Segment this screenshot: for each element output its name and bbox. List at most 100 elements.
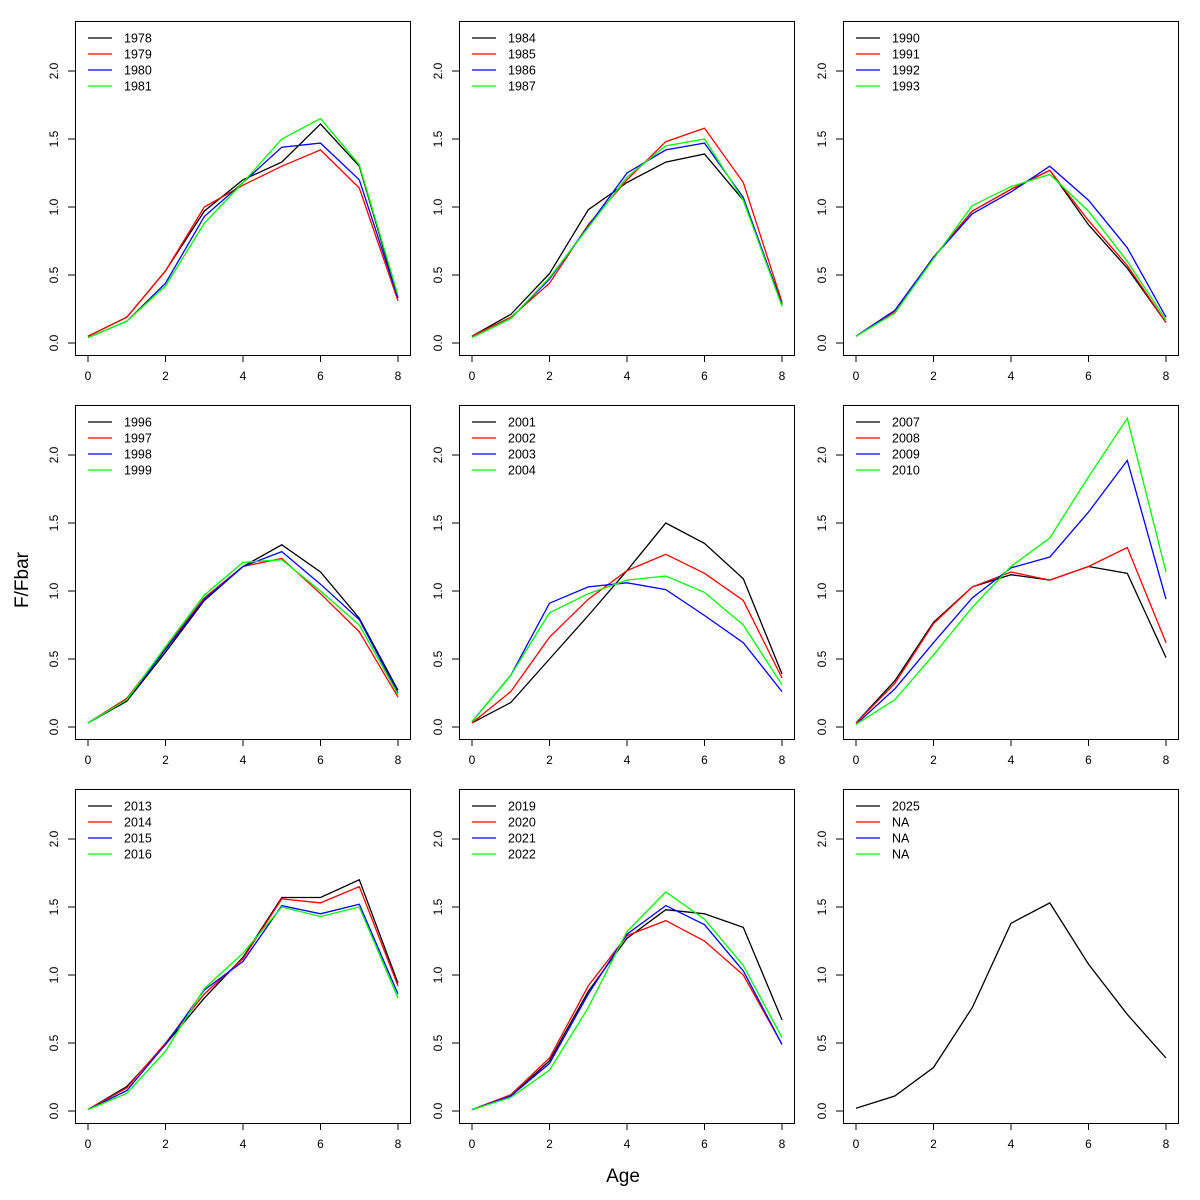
y-tick-label: 2.0: [815, 446, 829, 463]
legend-label: 2025: [892, 800, 920, 814]
y-tick-label: 2.0: [47, 62, 61, 79]
series-line-1985: [471, 127, 783, 337]
x-tick-label: 8: [1163, 1137, 1170, 1151]
x-tick-label: 6: [317, 753, 324, 767]
legend-label: 2004: [508, 464, 536, 478]
x-tick-label: 0: [85, 753, 92, 767]
x-tick-label: 4: [624, 369, 631, 383]
y-tick-label: 0.5: [815, 266, 829, 283]
series-line-1997: [87, 557, 399, 724]
legend-label: 2022: [508, 848, 536, 862]
y-tick-label: 1.0: [431, 198, 445, 215]
y-tick-label: 2.0: [815, 62, 829, 79]
y-tick-label: 2.0: [815, 830, 829, 847]
legend-label: 1978: [124, 32, 152, 46]
x-tick-label: 4: [624, 753, 631, 767]
x-tick-label: 4: [624, 1137, 631, 1151]
y-tick-label: 2.0: [431, 62, 445, 79]
y-tick-label: 1.0: [47, 582, 61, 599]
legend-label: 1992: [892, 64, 920, 78]
y-tick-label: 1.5: [431, 130, 445, 147]
legend-label: NA: [892, 832, 910, 846]
y-tick-label: 0.5: [47, 650, 61, 667]
legend-label: 1985: [508, 48, 536, 62]
legend-label: 2014: [124, 816, 152, 830]
y-tick-label: 0.0: [47, 334, 61, 351]
y-tick-label: 0.5: [431, 650, 445, 667]
y-tick-label: 1.5: [431, 898, 445, 915]
x-tick-label: 8: [779, 1137, 786, 1151]
series-line-2016: [87, 906, 399, 1111]
panel-1: 0 2 4 6 8 0.0 0.5 1.0 1.5 2.0 1978 1979 1980 1981: [47, 21, 411, 383]
x-tick-label: 8: [395, 369, 402, 383]
x-tick-label: 6: [1085, 369, 1092, 383]
y-tick-label: 1.0: [815, 198, 829, 215]
x-tick-label: 2: [162, 753, 169, 767]
y-tick-label: 1.5: [47, 130, 61, 147]
legend-label: 1997: [124, 432, 152, 446]
legend-label: 2015: [124, 832, 152, 846]
x-tick-label: 2: [162, 369, 169, 383]
x-tick-label: 4: [240, 753, 247, 767]
legend-label: 1987: [508, 80, 536, 94]
x-tick-label: 6: [701, 753, 708, 767]
legend-label: NA: [892, 848, 910, 862]
legend-label: 2020: [508, 816, 536, 830]
y-tick-label: 0.5: [815, 1034, 829, 1051]
legend-label: 2003: [508, 448, 536, 462]
series-line-2001: [471, 522, 783, 724]
y-tick-label: 1.5: [47, 514, 61, 531]
x-tick-label: 8: [779, 753, 786, 767]
panel-7: 0 2 4 6 8 0.0 0.5 1.0 1.5 2.0 2013 2014 2015 2016: [47, 789, 411, 1151]
legend-label: 2009: [892, 448, 920, 462]
legend-label: 2001: [508, 416, 536, 430]
y-tick-label: 2.0: [47, 446, 61, 463]
panel-2: 0 2 4 6 8 0.0 0.5 1.0 1.5 2.0 1984 1985 1986 1987: [431, 21, 795, 383]
series-line-2025: [855, 902, 1167, 1109]
series-line-2008: [855, 546, 1167, 724]
x-tick-label: 0: [469, 369, 476, 383]
x-tick-label: 6: [1085, 753, 1092, 767]
series-line-1991: [855, 169, 1167, 337]
y-tick-label: 1.5: [47, 898, 61, 915]
x-tick-label: 2: [930, 753, 937, 767]
legend-label: 1991: [892, 48, 920, 62]
series-line-2015: [87, 903, 399, 1111]
series-line-2020: [471, 919, 783, 1111]
legend-label: 1999: [124, 464, 152, 478]
legend-label: 1996: [124, 416, 152, 430]
x-tick-label: 0: [469, 753, 476, 767]
x-tick-label: 2: [546, 369, 553, 383]
series-line-2010: [855, 416, 1167, 725]
y-tick-label: 1.0: [431, 966, 445, 983]
x-tick-label: 2: [930, 369, 937, 383]
legend-label: 2016: [124, 848, 152, 862]
x-tick-label: 8: [395, 1137, 402, 1151]
legend-label: 1980: [124, 64, 152, 78]
series-line-1979: [87, 149, 399, 337]
x-tick-label: 4: [1008, 753, 1015, 767]
x-tick-label: 4: [240, 369, 247, 383]
y-tick-label: 1.0: [815, 966, 829, 983]
x-tick-label: 6: [701, 1137, 708, 1151]
x-tick-label: 0: [85, 369, 92, 383]
legend-label: 1979: [124, 48, 152, 62]
series-line-2002: [471, 553, 783, 724]
x-tick-label: 6: [317, 369, 324, 383]
series-line-2021: [471, 904, 783, 1111]
x-tick-label: 8: [1163, 369, 1170, 383]
y-tick-label: 1.5: [431, 514, 445, 531]
y-tick-label: 0.0: [431, 1102, 445, 1119]
panel-8: 0 2 4 6 8 0.0 0.5 1.0 1.5 2.0 2019 2020 2021 2022: [431, 789, 795, 1151]
legend-label: 1986: [508, 64, 536, 78]
series-line-2013: [87, 878, 399, 1111]
legend-label: 1984: [508, 32, 536, 46]
y-axis-label: F/Fbar: [12, 551, 33, 608]
legend-label: 2010: [892, 464, 920, 478]
x-tick-label: 2: [930, 1137, 937, 1151]
x-tick-label: 8: [395, 753, 402, 767]
series-line-1992: [855, 165, 1167, 337]
y-tick-label: 0.0: [815, 718, 829, 735]
y-tick-label: 2.0: [431, 446, 445, 463]
x-tick-label: 0: [853, 369, 860, 383]
